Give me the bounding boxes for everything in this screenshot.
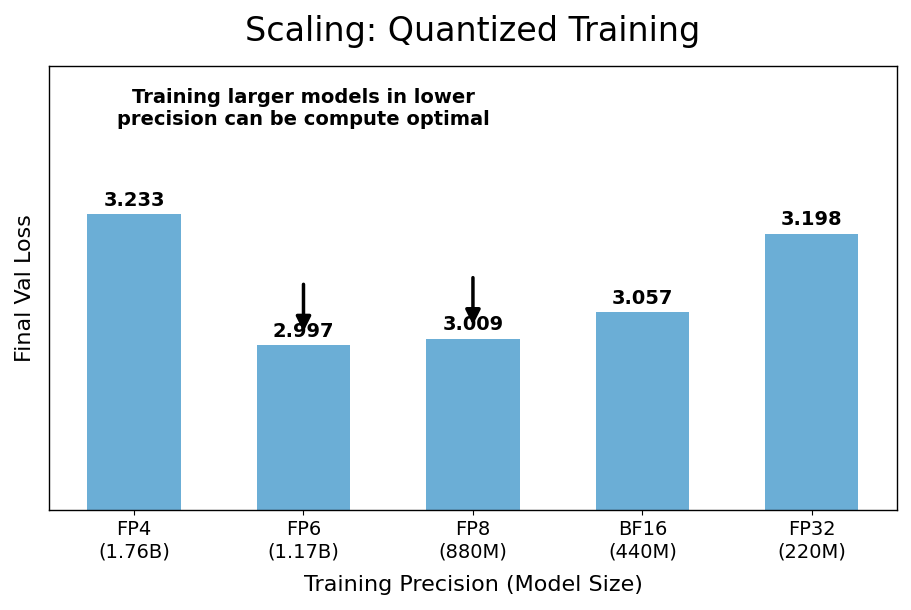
Text: 3.009: 3.009: [442, 315, 503, 334]
Bar: [425, 339, 519, 610]
Y-axis label: Final Val Loss: Final Val Loss: [15, 214, 35, 362]
Bar: [87, 214, 180, 610]
Bar: [595, 312, 688, 610]
Bar: [257, 345, 350, 610]
X-axis label: Training Precision (Model Size): Training Precision (Model Size): [303, 575, 641, 595]
Title: Scaling: Quantized Training: Scaling: Quantized Training: [245, 15, 700, 48]
Bar: [764, 234, 857, 610]
Text: Training larger models in lower
precision can be compute optimal: Training larger models in lower precisio…: [117, 88, 489, 129]
Text: 2.997: 2.997: [272, 322, 333, 341]
Text: 3.057: 3.057: [611, 289, 672, 307]
Text: 3.233: 3.233: [103, 191, 165, 210]
Text: 3.198: 3.198: [780, 210, 842, 229]
